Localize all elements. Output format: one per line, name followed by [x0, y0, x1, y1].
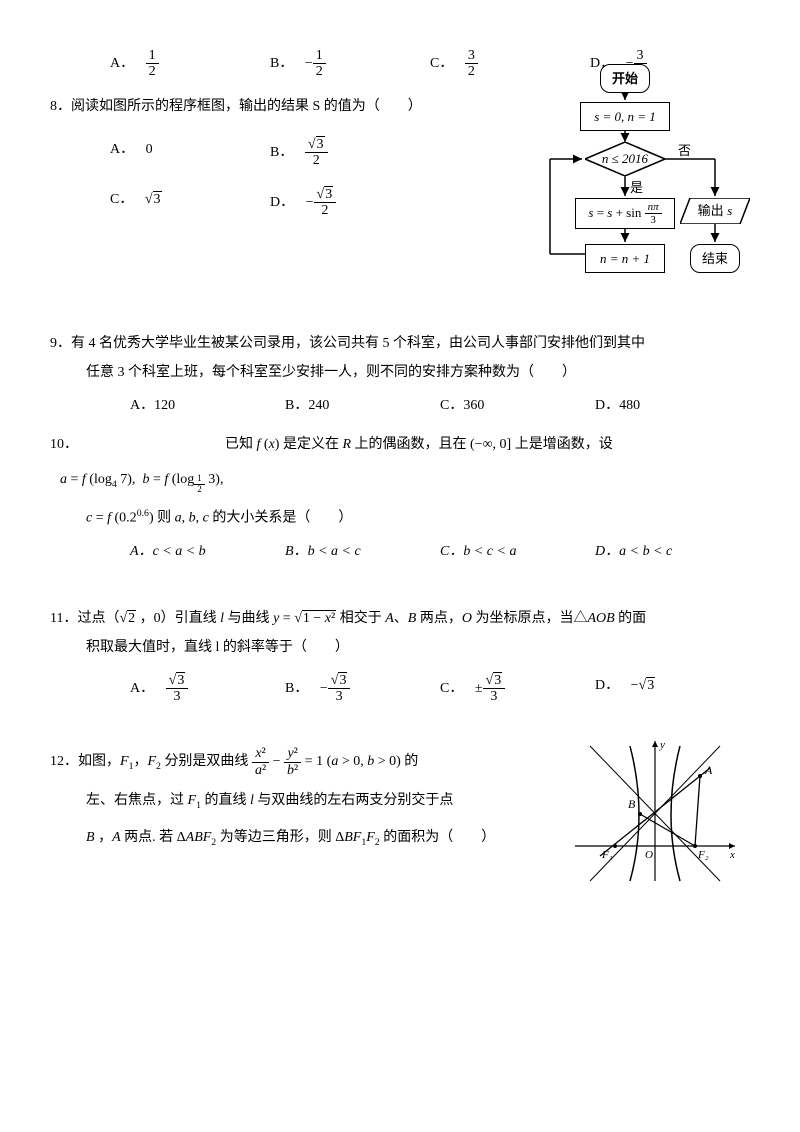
q7-option-b: B． −12: [270, 48, 430, 80]
q12-stem-1: 12．如图，F1，F2 分别是双曲线 x²a² − y²b² = 1 (a > …: [50, 746, 550, 778]
q10-body: 已知 f (x) 是定义在 R 上的偶函数，且在 (−∞, 0] 上是增函数，设: [225, 437, 613, 452]
q12-stem-2: 左、右焦点，过 F1 的直线 l 与双曲线的左右两支分别交于点: [86, 788, 556, 814]
q11-option-a: A． √33: [130, 673, 285, 705]
q11-options: A． √33 B． −√33 C． ±√33 D． −√3: [130, 673, 750, 705]
q9-option-d: D．480: [595, 393, 750, 418]
fc-output: 输出 s: [680, 198, 750, 224]
q10-c-def: c = f (0.20.6) 则 a, b, c 的大小关系是（ ）: [86, 505, 750, 531]
fc-init: s = 0, n = 1: [580, 102, 670, 131]
fc-yes-label: 是: [630, 176, 643, 199]
svg-text:B: B: [628, 797, 636, 811]
q10-definitions: a = f (log4 7), b = f (log12 3),: [60, 467, 750, 495]
q9-options: A．120 B．240 C．360 D．480: [130, 393, 750, 418]
q8-option-c: C． √3: [110, 187, 270, 219]
fc-no-label: 否: [678, 139, 691, 162]
q10-option-b: B．b < a < c: [285, 539, 440, 564]
q10-stem: 10． 已知 f (x) 是定义在 R 上的偶函数，且在 (−∞, 0] 上是增…: [50, 432, 750, 457]
q9-stem-2: 任意 3 个科室上班，每个科室至少安排一人，则不同的安排方案种数为（ ）: [86, 360, 750, 385]
question-8: 8．阅读如图所示的程序框图，输出的结果 S 的值为（ ） A． 0 B． √32…: [50, 94, 750, 219]
q10-number: 10．: [50, 437, 78, 452]
hyperbola-figure: y x A B F₁ F₂ O: [570, 736, 740, 886]
q9-option-a: A．120: [130, 393, 285, 418]
svg-text:F₂: F₂: [697, 849, 709, 861]
q10-option-d: D．a < b < c: [595, 539, 750, 564]
fc-start: 开始: [600, 64, 650, 93]
q8-option-d: D． −√32: [270, 187, 430, 219]
q9-option-b: B．240: [285, 393, 440, 418]
question-12: 12．如图，F1，F2 分别是双曲线 x²a² − y²b² = 1 (a > …: [50, 746, 750, 851]
svg-text:y: y: [659, 739, 665, 751]
fc-step: s = s + sin nπ3: [575, 198, 675, 230]
q9-stem-1: 9．有 4 名优秀大学毕业生被某公司录用，该公司共有 5 个科室，由公司人事部门…: [50, 331, 750, 356]
q10-option-a: A．c < a < b: [130, 539, 285, 564]
q8-option-a: A． 0: [110, 137, 270, 169]
svg-text:A: A: [704, 763, 713, 777]
q11-stem: 11．过点（√2 ，0）引直线 l 与曲线 y = √1 − x² 相交于 A、…: [50, 606, 750, 631]
q11-option-d: D． −√3: [595, 673, 750, 705]
q12-stem-3: B ，A 两点. 若 ΔABF2 为等边三角形，则 ΔBF1F2 的面积为（ ）: [86, 825, 556, 851]
q8-option-b: B． √32: [270, 137, 430, 169]
q10-options: A．c < a < b B．b < a < c C．b < c < a D．a …: [130, 539, 750, 564]
q11-option-c: C． ±√33: [440, 673, 595, 705]
fc-condition: n ≤ 2016: [585, 142, 665, 176]
fc-increment: n = n + 1: [585, 244, 665, 273]
fraction: 12: [146, 48, 159, 80]
q11-stem-2: 积取最大值时，直线 l 的斜率等于（ ）: [86, 635, 750, 660]
svg-text:F₁: F₁: [601, 849, 613, 861]
q10-option-c: C．b < c < a: [440, 539, 595, 564]
flowchart-diagram: 开始 s = 0, n = 1 n ≤ 2016 否 是 s = s + sin…: [530, 64, 760, 324]
svg-text:O: O: [645, 849, 653, 861]
q7-option-a: A． 12: [110, 48, 270, 80]
q11-option-b: B． −√33: [285, 673, 440, 705]
svg-text:x: x: [729, 849, 735, 861]
q9-option-c: C．360: [440, 393, 595, 418]
fc-end: 结束: [690, 244, 740, 273]
